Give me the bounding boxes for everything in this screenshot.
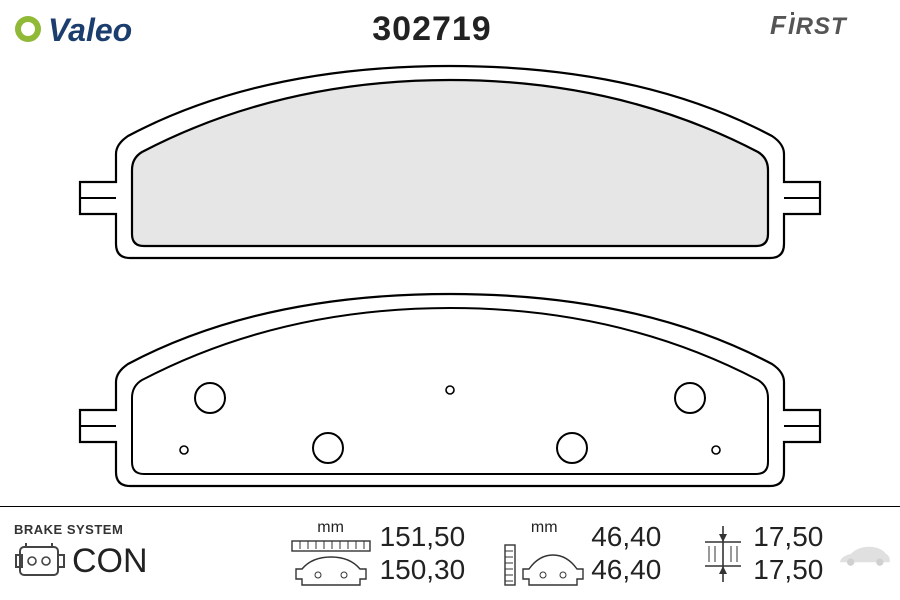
thickness-value-1: 17,50 — [753, 521, 823, 553]
width-value-1: 151,50 — [380, 521, 466, 553]
brake-pad-bottom — [80, 294, 820, 486]
svg-text:IRST: IRST — [788, 13, 848, 40]
brake-system-section: BRAKE SYSTEM CON — [8, 507, 154, 600]
valeo-logo: Valeo — [14, 9, 154, 49]
part-number: 302719 — [372, 10, 491, 49]
width-unit: mm — [317, 519, 344, 537]
svg-text:F: F — [770, 10, 787, 40]
brake-system-label: BRAKE SYSTEM — [14, 522, 148, 537]
height-unit: mm — [531, 519, 558, 537]
caliper-icon — [14, 537, 66, 585]
height-icon — [503, 539, 585, 589]
height-dimension: mm 46,40 46,40 — [497, 519, 667, 589]
thickness-value-2: 17,50 — [753, 554, 823, 586]
width-icon — [288, 539, 374, 589]
width-value-2: 150,30 — [380, 554, 466, 586]
technical-drawing — [0, 54, 900, 506]
width-dimension: mm 151,50 150,30 — [282, 519, 472, 589]
thickness-icon — [699, 522, 747, 586]
height-value-2: 46,40 — [591, 554, 661, 586]
header: Valeo 302719 F IRST — [0, 0, 900, 54]
brake-pad-top — [80, 66, 820, 258]
thickness-dimension: 17,50 17,50 — [693, 521, 829, 585]
height-value-1: 46,40 — [591, 521, 661, 553]
svg-text:Valeo: Valeo — [48, 12, 132, 48]
car-silhouette-icon — [837, 524, 892, 584]
first-logo: F IRST — [770, 10, 880, 49]
footer: BRAKE SYSTEM CON mm — [0, 506, 900, 600]
brake-system-value: CON — [72, 542, 148, 581]
